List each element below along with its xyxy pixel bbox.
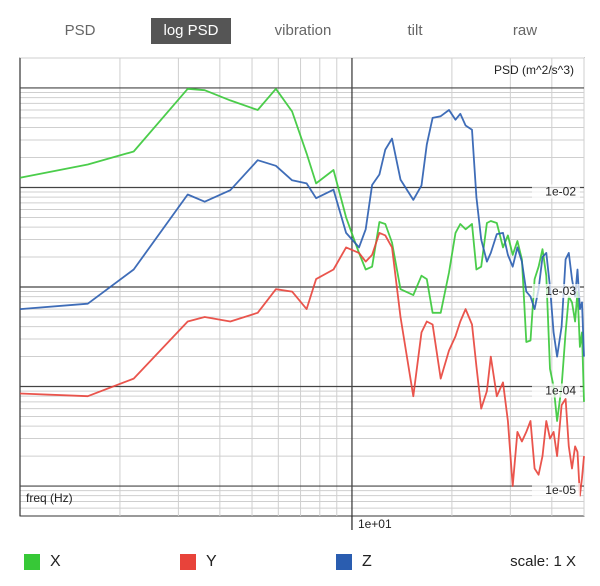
view-tabs: PSD log PSD vibration tilt raw [0,14,600,46]
y-tick-label: 1e-02 [545,184,576,198]
psd-chart: PSD (m^2/s^3) freq (Hz) 1e-02 1e-03 1e-04 1… [19,57,585,531]
y-tick-label-bg [532,184,580,199]
legend-label-x: X [50,553,61,570]
legend-label-z: Z [362,553,372,570]
legend-swatch-x [24,554,40,570]
tab-raw[interactable]: raw [512,22,538,39]
tab-psd[interactable]: PSD [64,22,96,39]
scale-indicator[interactable]: scale: 1 X [510,553,576,570]
y-tick-label: 1e-04 [545,384,576,398]
y-axis-label: PSD (m^2/s^3) [494,63,574,77]
y-tick-label-bg [532,383,580,398]
legend-swatch-z [336,554,352,570]
grid-major [19,58,584,516]
legend-swatch-y [180,554,196,570]
series-line-z [19,109,585,358]
y-tick-label-bg [532,284,580,298]
tab-log-psd[interactable]: log PSD [151,18,231,44]
x-axis-label: freq (Hz) [26,491,73,505]
y-tick-label-bg [532,483,580,498]
y-tick-label: 1e-03 [545,284,576,298]
y-tick-label: 1e-05 [545,483,576,497]
tab-vibration[interactable]: vibration [274,22,332,39]
x-tick-label: 1e+01 [358,517,392,531]
series-layer [19,87,585,497]
tab-tilt[interactable]: tilt [407,22,423,39]
legend-label-y: Y [206,553,217,570]
axis-labels: PSD (m^2/s^3) freq (Hz) 1e-02 1e-03 1e-04 1… [26,63,580,531]
grid-minor [20,57,585,516]
series-line-x [19,87,585,422]
series-line-y [19,232,585,497]
